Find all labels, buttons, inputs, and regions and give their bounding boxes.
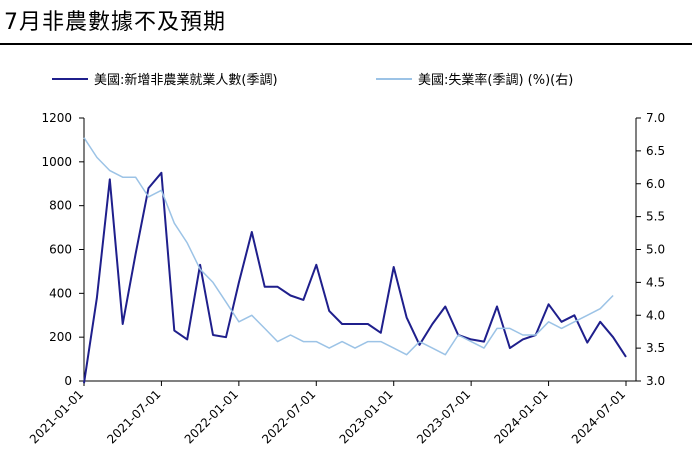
title-rule xyxy=(0,43,692,45)
left-tick-label: 1000 xyxy=(41,155,72,169)
right-tick-label: 6.0 xyxy=(646,177,665,191)
left-tick-label: 600 xyxy=(49,243,72,257)
x-tick-label: 2023-01-01 xyxy=(337,387,396,446)
legend-label-payrolls: 美國:新增非農業就業人數(季調) xyxy=(94,72,278,88)
legend: 美國:新增非農業就業人數(季調) 美國:失業率(季調) (%)(右) xyxy=(52,72,573,88)
left-tick-label: 800 xyxy=(49,199,72,213)
left-tick-label: 200 xyxy=(49,330,72,344)
right-tick-label: 3.0 xyxy=(646,374,665,388)
right-tick-label: 4.5 xyxy=(646,275,665,289)
legend-label-unemployment: 美國:失業率(季調) (%)(右) xyxy=(418,72,573,88)
right-tick-label: 4.0 xyxy=(646,308,665,322)
right-tick-label: 6.5 xyxy=(646,144,665,158)
page-title: 7月非農數據不及預期 xyxy=(4,10,226,35)
left-tick-label: 400 xyxy=(49,286,72,300)
right-tick-label: 3.5 xyxy=(646,341,665,355)
x-tick-label: 2022-01-01 xyxy=(182,387,241,446)
x-tick-label: 2023-07-01 xyxy=(414,387,473,446)
right-tick-label: 5.0 xyxy=(646,243,665,257)
left-tick-label: 0 xyxy=(64,374,72,388)
x-tick-label: 2022-07-01 xyxy=(259,387,318,446)
right-tick-label: 5.5 xyxy=(646,210,665,224)
x-tick-label: 2021-01-01 xyxy=(27,387,86,446)
x-tick-label: 2024-07-01 xyxy=(569,387,628,446)
x-tick-label: 2024-01-01 xyxy=(491,387,550,446)
right-tick-label: 7.0 xyxy=(646,111,665,125)
x-tick-label: 2021-07-01 xyxy=(104,387,163,446)
series-line-unemployment xyxy=(83,137,614,356)
left-tick-label: 1200 xyxy=(41,111,72,125)
series-line-payrolls xyxy=(83,171,627,384)
